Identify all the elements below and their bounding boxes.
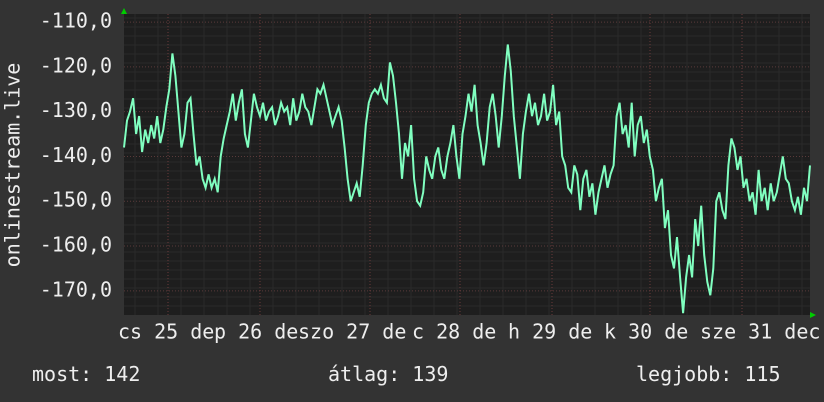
x-tick-label: sze 31 dec [700, 320, 820, 344]
x-tick-label: h 29 de [508, 320, 592, 344]
data-line [123, 44, 811, 314]
x-tick-label: szo 27 de [298, 320, 406, 344]
x-tick-label: c 28 de [412, 320, 496, 344]
y-tick-label: -110,0 [40, 9, 112, 33]
y-tick-label: -170,0 [40, 277, 112, 301]
stat-name: legjobb: [636, 362, 732, 386]
axis-arrow [810, 312, 816, 318]
y-axis-label: onlinestream.live [1, 63, 25, 268]
stat-value: 115 [744, 362, 780, 386]
y-tick-label: -160,0 [40, 233, 112, 257]
y-tick-label: -120,0 [40, 53, 112, 77]
stat: átlag: 139 [328, 362, 448, 386]
stat: legjobb: 115 [636, 362, 781, 386]
stat: most: 142 [32, 362, 140, 386]
plot-area [124, 14, 810, 315]
stat-value: 142 [104, 362, 140, 386]
stat-name: átlag: [328, 362, 400, 386]
x-tick-label: p 26 de [214, 320, 298, 344]
y-tick-label: -150,0 [40, 188, 112, 212]
x-tick-label: k 30 de [604, 320, 688, 344]
y-tick-label: -140,0 [40, 143, 112, 167]
y-tick-label: -130,0 [40, 98, 112, 122]
stat-name: most: [32, 362, 92, 386]
axis-arrow [121, 8, 127, 14]
stat-value: 139 [412, 362, 448, 386]
x-tick-label: cs 25 de [118, 320, 214, 344]
